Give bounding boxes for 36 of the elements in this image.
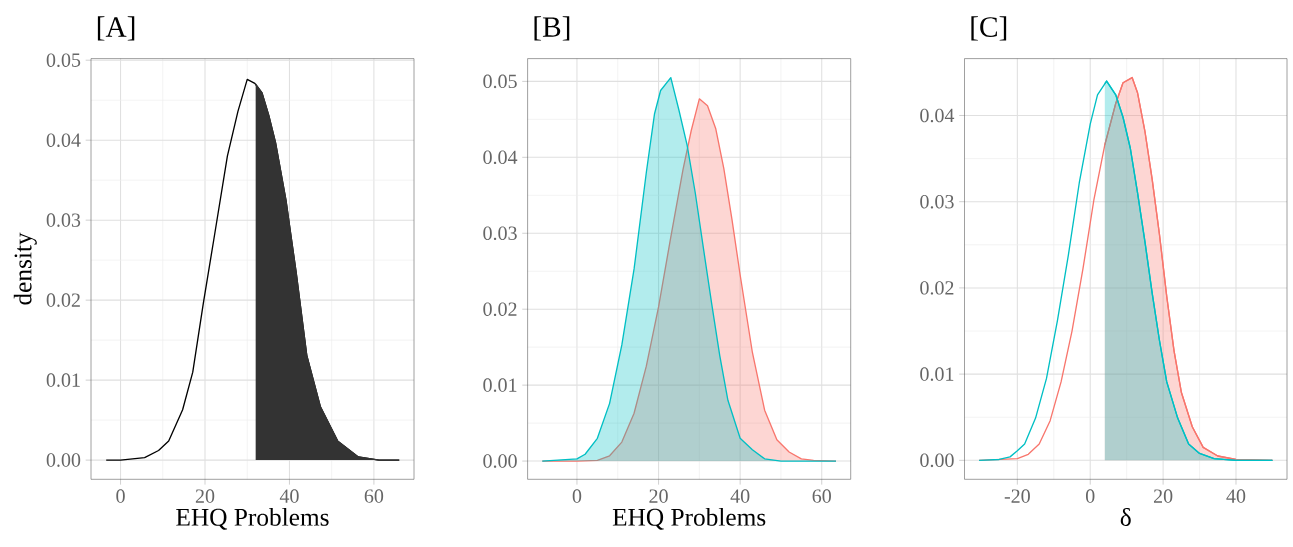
y-tick-label: 0.05 (483, 74, 517, 89)
y-tick-label: 0.00 (46, 453, 81, 467)
x-tick-label: 0 (116, 489, 125, 503)
y-tick-label: 0.01 (920, 367, 954, 381)
x-tick-label: 0 (572, 489, 582, 503)
y-axis-title: density (13, 232, 37, 305)
x-tick-label: 40 (1226, 489, 1246, 503)
y-tick-label: 0.02 (920, 281, 954, 295)
x-axis-title: EHQ Problems (612, 508, 766, 530)
x-tick-label: -20 (1004, 489, 1030, 503)
y-tick-label: 0.01 (46, 373, 80, 387)
x-tick-label: 60 (364, 489, 384, 503)
y-tick-label: 0.03 (483, 226, 517, 241)
x-tick-label: 40 (730, 489, 750, 503)
y-tick-label: 0.04 (483, 150, 518, 165)
x-axis-title: δ (1120, 508, 1131, 526)
y-tick-label: 0.05 (46, 53, 81, 67)
x-tick-label: 20 (649, 489, 668, 503)
x-tick-label: 20 (1153, 489, 1173, 503)
chart-title: [B] (534, 16, 570, 41)
chart-title: [A] (97, 16, 135, 41)
y-tick-label: 0.00 (483, 454, 517, 468)
y-tick-label: 0.03 (920, 194, 954, 209)
y-tick-label: 0.04 (920, 108, 955, 123)
y-tick-label: 0.01 (483, 378, 517, 392)
x-tick-label: 20 (195, 489, 215, 503)
y-tick-label: 0.02 (46, 293, 80, 307)
y-tick-label: 0.03 (46, 213, 81, 227)
y-tick-label: 0.04 (46, 133, 81, 147)
y-tick-label: 0.00 (920, 453, 954, 468)
x-tick-label: 40 (279, 489, 299, 503)
chart-title: [C] (971, 16, 1007, 41)
x-axis-title: EHQ Problems (176, 508, 329, 530)
y-tick-label: 0.02 (483, 302, 517, 316)
x-tick-label: 60 (812, 489, 831, 503)
x-tick-label: 0 (1085, 489, 1095, 503)
